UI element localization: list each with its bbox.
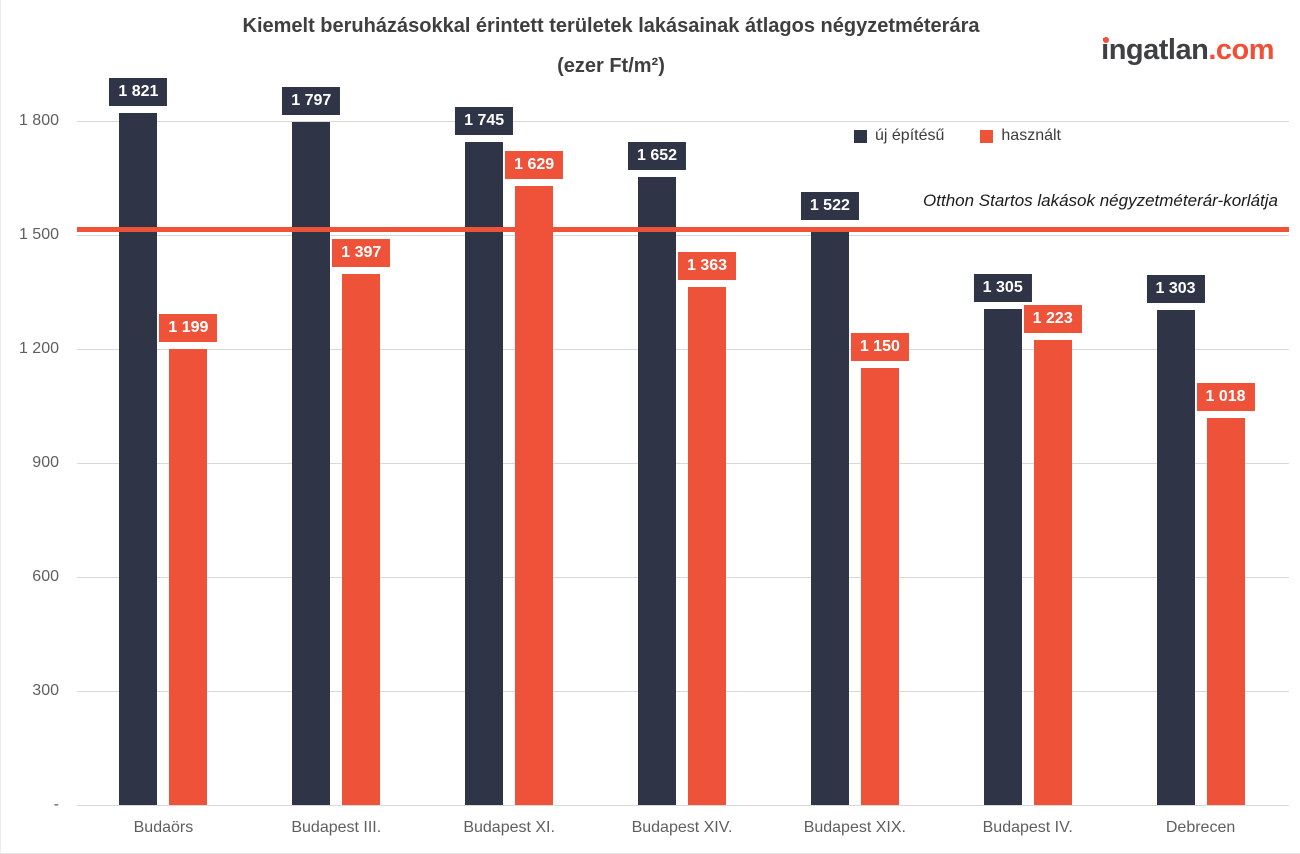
ingatlan-logo: ingatlan .com bbox=[1101, 34, 1274, 67]
bar-haszn-lt-budapest-iii bbox=[342, 274, 381, 805]
value-label-j-p-t-s-buda-rs: 1 821 bbox=[109, 78, 168, 107]
chart-title: Kiemelt beruházásokkal érintett területe… bbox=[242, 15, 980, 37]
gridline bbox=[77, 234, 1289, 236]
logo-text-suffix: .com bbox=[1208, 34, 1274, 66]
bar-j-p-t-s-debrecen bbox=[1156, 309, 1195, 805]
gridline bbox=[77, 804, 1289, 806]
value-label-haszn-lt-buda-rs: 1 199 bbox=[159, 314, 218, 343]
bar-j-p-t-s-budapest-xi bbox=[465, 141, 504, 805]
y-tick-label: 1 500 bbox=[18, 226, 59, 243]
legend: új építésű használt bbox=[854, 127, 1061, 145]
bar-j-p-t-s-budapest-iv bbox=[983, 309, 1022, 805]
legend-swatch-new-build bbox=[854, 129, 867, 143]
value-label-j-p-t-s-budapest-iii: 1 797 bbox=[282, 87, 341, 116]
x-axis-label-buda-rs: Budaörs bbox=[133, 819, 194, 836]
legend-swatch-used bbox=[980, 129, 994, 143]
y-tick-label: 600 bbox=[32, 568, 59, 585]
bar-haszn-lt-budapest-iv bbox=[1033, 340, 1072, 805]
chart-subtitle: (ezer Ft/m²) bbox=[557, 55, 665, 77]
bar-j-p-t-s-budapest-xix bbox=[810, 226, 849, 805]
bar-haszn-lt-buda-rs bbox=[169, 349, 208, 805]
x-axis-label-budapest-xiv: Budapest XIV. bbox=[631, 819, 733, 836]
bar-j-p-t-s-budapest-xiv bbox=[638, 177, 676, 805]
x-axis-label-budapest-iii: Budapest III. bbox=[291, 819, 382, 836]
value-label-j-p-t-s-budapest-xix: 1 522 bbox=[800, 191, 859, 220]
bar-haszn-lt-debrecen bbox=[1206, 418, 1245, 805]
y-tick-label: 1 800 bbox=[18, 112, 59, 129]
bar-haszn-lt-budapest-xiv bbox=[688, 287, 726, 805]
legend-label-used: használt bbox=[1001, 127, 1061, 144]
gridline bbox=[77, 462, 1289, 464]
value-label-haszn-lt-budapest-xix: 1 150 bbox=[850, 333, 909, 361]
logo-text-main: ingatlan bbox=[1101, 34, 1209, 66]
bar-haszn-lt-budapest-xix bbox=[860, 368, 899, 805]
y-tick-label: 900 bbox=[32, 454, 59, 471]
x-axis-label-debrecen: Debrecen bbox=[1165, 819, 1236, 836]
bar-haszn-lt-budapest-xi bbox=[515, 185, 554, 805]
y-tick-label: 1 200 bbox=[18, 340, 59, 357]
value-label-haszn-lt-budapest-xiv: 1 363 bbox=[677, 252, 737, 281]
value-label-j-p-t-s-debrecen: 1 303 bbox=[1146, 274, 1205, 303]
gridline bbox=[77, 348, 1289, 350]
value-label-j-p-t-s-budapest-xi: 1 745 bbox=[455, 106, 514, 135]
bar-j-p-t-s-buda-rs bbox=[119, 113, 158, 805]
value-label-haszn-lt-budapest-xi: 1 629 bbox=[505, 150, 564, 179]
y-tick-label: 300 bbox=[32, 682, 59, 699]
value-label-haszn-lt-budapest-iii: 1 397 bbox=[332, 239, 391, 268]
value-label-haszn-lt-budapest-iv: 1 223 bbox=[1023, 305, 1082, 334]
reference-line bbox=[77, 226, 1289, 232]
value-label-j-p-t-s-budapest-iv: 1 305 bbox=[973, 274, 1032, 303]
logo-i-dot-icon bbox=[1103, 37, 1110, 43]
gridline bbox=[77, 690, 1289, 692]
gridline bbox=[77, 120, 1289, 122]
bar-j-p-t-s-budapest-iii bbox=[292, 122, 331, 805]
gridline bbox=[77, 576, 1289, 578]
x-axis-label-budapest-xi: Budapest XI. bbox=[463, 819, 555, 836]
value-label-j-p-t-s-budapest-xiv: 1 652 bbox=[627, 142, 687, 171]
value-label-haszn-lt-debrecen: 1 018 bbox=[1196, 383, 1255, 412]
y-tick-label: - bbox=[53, 796, 59, 813]
chart-header: Kiemelt beruházásokkal érintett területe… bbox=[1, 16, 1221, 76]
x-axis-label-budapest-xix: Budapest XIX. bbox=[803, 819, 906, 836]
reference-line-label: Otthon Startos lakások négyzetméterár-ko… bbox=[923, 191, 1278, 210]
legend-item-new-build: új építésű bbox=[854, 127, 944, 145]
x-axis-label-budapest-iv: Budapest IV. bbox=[982, 819, 1073, 836]
legend-label-new-build: új építésű bbox=[875, 127, 945, 144]
legend-item-used: használt bbox=[980, 127, 1061, 145]
